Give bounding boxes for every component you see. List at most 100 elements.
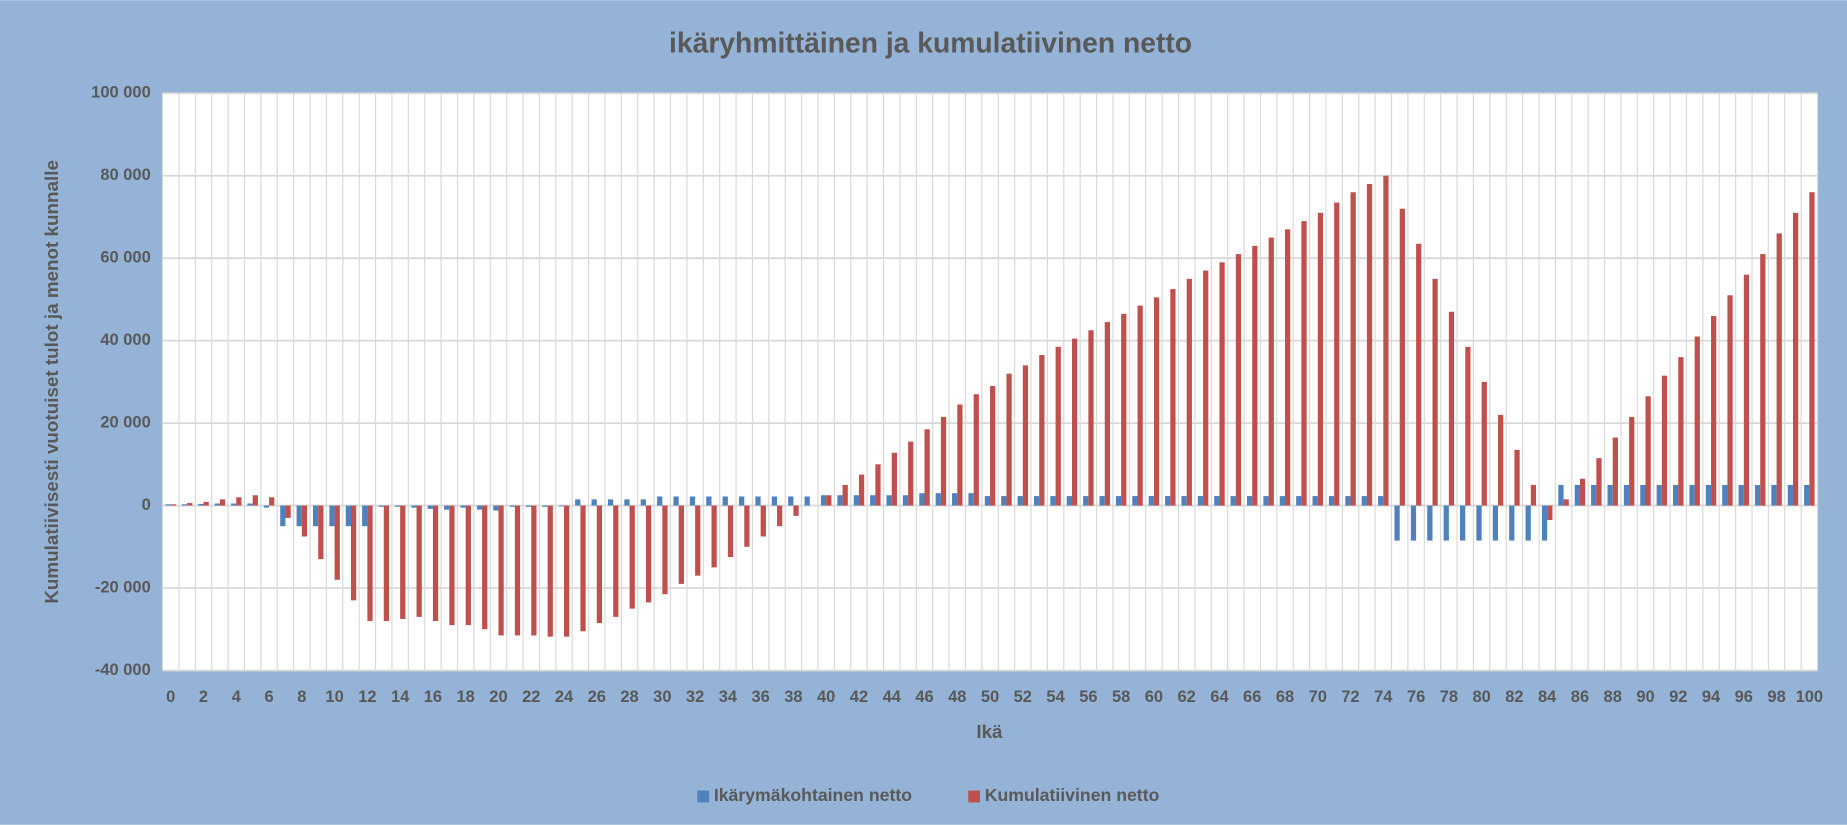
bar [1705,484,1712,506]
x-tick-label: 28 [620,688,638,706]
bar [706,496,712,506]
bar [1017,496,1023,506]
bar [269,497,275,506]
bar [187,503,193,506]
bar [1591,484,1597,506]
bar [1530,484,1537,506]
bar [203,501,209,506]
x-tick-label: 90 [1636,688,1654,706]
bar [919,493,925,506]
x-tick-label: 60 [1145,688,1163,706]
x-tick-label: 36 [751,688,769,706]
x-tick-label: 70 [1309,688,1327,706]
x-tick-label: 58 [1112,688,1130,706]
bar [219,499,226,506]
bar [1132,496,1138,506]
bar [891,452,897,506]
x-tick-label: 48 [948,688,966,706]
bar [400,505,406,619]
bar [760,505,766,537]
y-tick-label: 60 000 [100,249,150,267]
bar [1574,484,1580,506]
bar [1738,484,1744,506]
x-tick-label: 98 [1767,688,1785,706]
bar [1476,505,1482,541]
legend-label: Kumulatiivinen netto [985,785,1160,805]
x-tick-label: 8 [297,688,306,706]
x-tick-label: 20 [489,688,507,706]
bar [1623,484,1630,506]
x-tick-label: 64 [1210,688,1229,706]
x-tick-label: 16 [424,688,442,706]
x-tick-label: 66 [1243,688,1261,706]
bar [1432,278,1438,506]
bar [575,499,581,506]
x-tick-label: 2 [199,688,208,706]
bar [1230,496,1236,506]
bar [1787,484,1793,506]
bar [1640,484,1646,506]
bar [1460,505,1466,541]
x-tick-label: 14 [391,688,410,706]
bar [1492,505,1499,541]
bar [1514,449,1520,506]
bar [1612,437,1618,506]
y-tick-label: -40 000 [95,661,151,679]
bar [1317,212,1324,506]
bar [296,505,302,527]
bar [427,505,433,509]
bar [935,493,941,506]
bar [1443,505,1449,541]
bar [1722,484,1728,506]
bar [858,474,865,506]
bar [1727,295,1733,506]
bar [1776,233,1782,506]
bar [1366,183,1373,506]
bar [1148,496,1154,506]
bar [1596,458,1602,506]
bar [214,503,220,506]
bar [1427,505,1433,541]
bar [285,505,291,518]
bar [1754,484,1761,506]
x-tick-label: 54 [1046,688,1065,706]
bar [908,441,914,506]
bar [1760,254,1766,506]
bar [1383,175,1389,506]
bar [301,505,308,537]
bar [1694,336,1700,506]
bar [1263,496,1269,506]
legend-swatch [968,790,981,803]
bar [804,496,810,506]
x-tick-label: 32 [686,688,704,706]
bar [525,505,532,507]
bar [1235,254,1242,506]
bar [629,505,635,609]
bar [788,496,794,506]
bar [1525,505,1531,541]
bar [514,505,521,636]
bar [1153,297,1160,506]
bar [383,505,390,621]
bar [1214,496,1220,506]
bar [755,496,761,506]
bar [744,505,750,547]
bar [1792,212,1799,506]
bar [580,505,586,632]
bar [460,505,466,508]
bar [1509,505,1515,541]
bar [198,503,204,506]
bar [1416,243,1422,506]
bar [547,505,553,637]
bar [1279,496,1286,506]
x-tick-label: 80 [1472,688,1490,706]
x-tick-label: 30 [653,688,671,706]
x-tick-label: 26 [588,688,606,706]
x-tick-label: 82 [1505,688,1523,706]
bar [1399,208,1405,506]
bar [231,503,237,506]
x-tick-label: 74 [1374,688,1393,706]
bar [1563,499,1569,506]
bar [1804,484,1810,506]
